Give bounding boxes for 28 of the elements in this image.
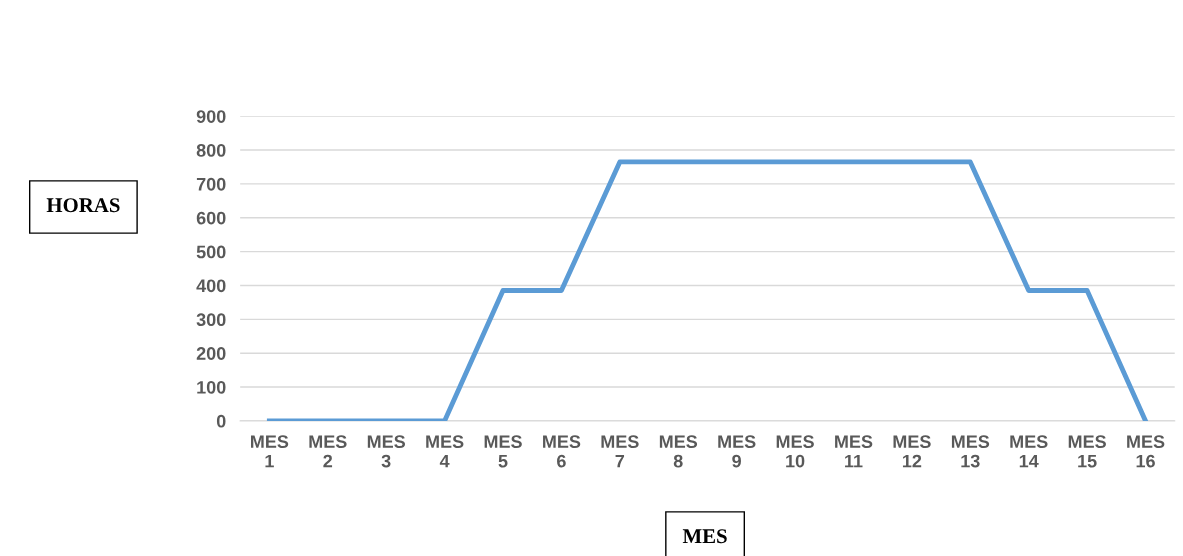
y-tick-label: 300	[196, 313, 226, 327]
x-tick-label: MES 16	[1127, 435, 1165, 468]
y-tick-label: 100	[197, 380, 226, 394]
x-tick-label: MES 12	[893, 435, 931, 468]
y-axis-title: HORAS	[46, 198, 120, 213]
y-tick-label: 900	[196, 110, 226, 123]
y-tick-label: 400	[196, 279, 226, 293]
x-axis-title: MES	[682, 529, 727, 544]
x-tick-label: MES 15	[1068, 435, 1106, 468]
x-tick-label: MES 11	[835, 435, 873, 468]
x-tick-label: MES 14	[1010, 435, 1048, 468]
x-tick-label: MES 3	[367, 435, 406, 468]
x-tick-label: MES 8	[659, 435, 698, 468]
x-tick-label: MES 2	[309, 435, 347, 468]
y-tick-label: 0	[216, 414, 226, 428]
y-tick-label: 700	[196, 177, 226, 191]
y-tick-label: 500	[196, 245, 226, 259]
x-tick-label: MES 1	[251, 435, 289, 468]
x-tick-label: MES 4	[426, 435, 464, 468]
x-tick-label: MES 10	[776, 435, 814, 468]
x-tick-label: MES 7	[601, 435, 639, 468]
x-tick-label: MES 13	[951, 435, 990, 468]
y-tick-label: 200	[196, 347, 226, 360]
y-tick-label: 800	[196, 143, 226, 157]
x-tick-label: MES 5	[484, 435, 522, 468]
x-tick-label: MES 9	[718, 435, 756, 468]
y-tick-label: 600	[196, 211, 226, 225]
x-tick-label: MES 6	[543, 435, 581, 468]
